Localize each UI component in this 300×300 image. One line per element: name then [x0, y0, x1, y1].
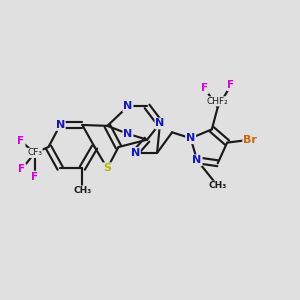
Text: N: N [186, 133, 195, 143]
Text: F: F [17, 136, 25, 146]
Text: F: F [18, 164, 26, 174]
Text: F: F [201, 83, 208, 93]
Text: F: F [227, 80, 235, 90]
Text: CH₃: CH₃ [73, 186, 92, 195]
Text: N: N [131, 148, 140, 158]
Text: S: S [103, 163, 111, 173]
Text: CHF₂: CHF₂ [207, 97, 229, 106]
Text: Br: Br [243, 135, 257, 145]
Text: F: F [31, 172, 38, 182]
Text: CF₃: CF₃ [27, 148, 42, 158]
Text: N: N [193, 155, 202, 165]
Text: N: N [123, 129, 133, 139]
Text: N: N [123, 101, 133, 111]
Text: N: N [56, 120, 65, 130]
Text: N: N [155, 118, 165, 128]
Text: CH₃: CH₃ [208, 182, 227, 190]
